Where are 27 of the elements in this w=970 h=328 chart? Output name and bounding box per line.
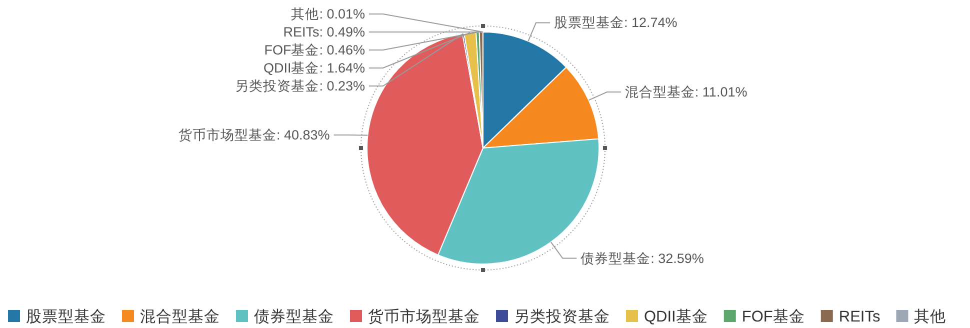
legend-label: QDII基金 bbox=[644, 308, 708, 326]
slice-label: 另类投资基金 bbox=[235, 78, 320, 94]
data-label: : 1.64% bbox=[319, 60, 365, 76]
legend-label: 其他 bbox=[914, 308, 946, 326]
legend-label: 混合型基金 bbox=[140, 308, 220, 326]
data-label: : 40.83% bbox=[276, 128, 330, 143]
data-label: : 12.74% bbox=[624, 15, 678, 30]
data-label: : 0.01% bbox=[319, 6, 365, 22]
legend-label: 货币市场型基金 bbox=[368, 308, 480, 326]
slice-label: REITs bbox=[283, 24, 320, 40]
legend-label: 另类投资基金 bbox=[514, 308, 610, 326]
slice-label: 股票型基金 bbox=[554, 15, 624, 30]
data-label: : 0.46% bbox=[319, 42, 365, 58]
data-label: : 0.49% bbox=[319, 24, 365, 40]
data-label: : 32.59% bbox=[650, 250, 704, 266]
slice-label: 债券型基金 bbox=[580, 250, 651, 266]
legend-label: REITs bbox=[838, 308, 880, 326]
legend-label: 债券型基金 bbox=[254, 308, 334, 326]
slice-label: QDII基金 bbox=[263, 60, 320, 76]
slice-label: FOF基金 bbox=[264, 42, 320, 58]
legend-label: 股票型基金 bbox=[26, 308, 106, 326]
slice-label: 其他 bbox=[291, 6, 320, 22]
legend-label: FOF基金 bbox=[742, 308, 805, 326]
slice-label: 混合型基金 bbox=[624, 84, 695, 100]
data-label: : 11.01% bbox=[694, 84, 748, 100]
data-label: : 0.23% bbox=[319, 78, 365, 94]
slice-label: 货币市场型基金 bbox=[178, 128, 277, 143]
